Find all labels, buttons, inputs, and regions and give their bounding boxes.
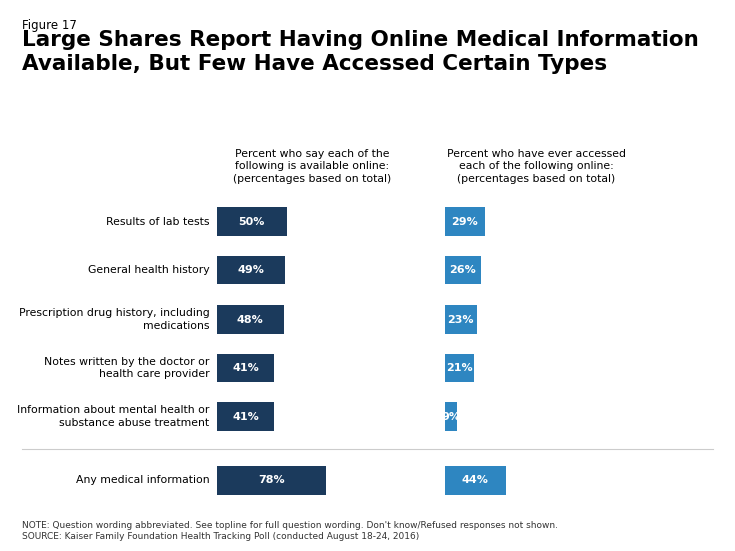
Text: NOTE: Question wording abbreviated. See topline for full question wording. Don't: NOTE: Question wording abbreviated. See …: [22, 521, 558, 542]
Text: 23%: 23%: [448, 315, 474, 325]
Text: 21%: 21%: [446, 363, 473, 373]
Text: 29%: 29%: [451, 217, 478, 226]
Text: Large Shares Report Having Online Medical Information
Available, But Few Have Ac: Large Shares Report Having Online Medica…: [22, 30, 699, 73]
Text: FAMILY: FAMILY: [652, 528, 700, 541]
FancyBboxPatch shape: [217, 466, 326, 495]
FancyBboxPatch shape: [445, 207, 485, 236]
Text: 41%: 41%: [232, 412, 259, 422]
FancyBboxPatch shape: [445, 305, 477, 334]
FancyBboxPatch shape: [217, 354, 274, 382]
Text: Any medical information: Any medical information: [76, 476, 209, 485]
Text: KAISER: KAISER: [650, 515, 702, 528]
Text: 44%: 44%: [462, 476, 489, 485]
Text: Percent who have ever accessed
each of the following online:
(percentages based : Percent who have ever accessed each of t…: [447, 149, 626, 183]
Text: Figure 17: Figure 17: [22, 19, 77, 33]
Text: Information about mental health or
substance abuse treatment: Information about mental health or subst…: [17, 406, 209, 428]
FancyBboxPatch shape: [217, 256, 285, 284]
Text: 9%: 9%: [442, 412, 460, 422]
FancyBboxPatch shape: [217, 207, 287, 236]
Text: General health history: General health history: [88, 265, 209, 275]
Text: Results of lab tests: Results of lab tests: [106, 217, 209, 226]
FancyBboxPatch shape: [217, 402, 274, 431]
Text: Prescription drug history, including
medications: Prescription drug history, including med…: [18, 309, 209, 331]
Text: 48%: 48%: [237, 315, 264, 325]
FancyBboxPatch shape: [445, 354, 474, 382]
FancyBboxPatch shape: [445, 402, 457, 431]
FancyBboxPatch shape: [445, 256, 481, 284]
Text: THE HENRY J.: THE HENRY J.: [653, 502, 700, 507]
Text: Percent who say each of the
following is available online:
(percentages based on: Percent who say each of the following is…: [233, 149, 392, 183]
Text: 50%: 50%: [239, 217, 265, 226]
Text: 41%: 41%: [232, 363, 259, 373]
FancyBboxPatch shape: [217, 305, 284, 334]
Text: 78%: 78%: [258, 476, 284, 485]
Text: FOUNDATION: FOUNDATION: [650, 542, 703, 548]
Text: 49%: 49%: [237, 265, 265, 275]
Text: Notes written by the doctor or
health care provider: Notes written by the doctor or health ca…: [44, 357, 209, 379]
FancyBboxPatch shape: [445, 466, 506, 495]
Text: 26%: 26%: [450, 265, 476, 275]
